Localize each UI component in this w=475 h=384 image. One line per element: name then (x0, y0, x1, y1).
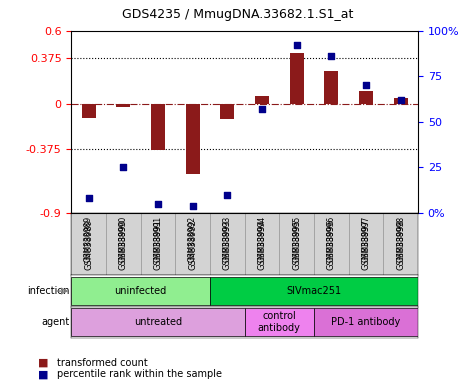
Text: percentile rank within the sample: percentile rank within the sample (57, 369, 222, 379)
FancyBboxPatch shape (71, 213, 106, 275)
Bar (255, 96, 269, 104)
Text: agent: agent (41, 317, 69, 327)
Point (189, 203, 197, 209)
Text: GSM838993: GSM838993 (223, 216, 232, 262)
Text: untreated: untreated (134, 317, 182, 327)
Point (362, 82, 370, 88)
Bar (359, 91, 373, 104)
FancyBboxPatch shape (71, 308, 245, 336)
FancyBboxPatch shape (210, 277, 418, 305)
Text: GSM838997: GSM838997 (361, 216, 371, 262)
Text: GSM838990: GSM838990 (119, 219, 128, 270)
Text: uninfected: uninfected (114, 286, 167, 296)
Bar (82, 104, 95, 118)
Bar (151, 104, 165, 150)
Text: GSM838991: GSM838991 (153, 216, 162, 262)
Point (258, 106, 266, 112)
Text: GSM838990: GSM838990 (119, 216, 128, 262)
Text: GSM838993: GSM838993 (223, 219, 232, 270)
FancyBboxPatch shape (245, 308, 314, 336)
FancyBboxPatch shape (314, 213, 349, 275)
FancyBboxPatch shape (175, 213, 210, 275)
Text: GSM838992: GSM838992 (188, 219, 197, 270)
FancyBboxPatch shape (106, 213, 141, 275)
Bar (324, 71, 338, 104)
Text: SIVmac251: SIVmac251 (286, 286, 342, 296)
FancyBboxPatch shape (383, 213, 418, 275)
Point (120, 164, 127, 170)
Text: GSM838995: GSM838995 (292, 219, 301, 270)
FancyBboxPatch shape (210, 213, 245, 275)
Bar (394, 98, 408, 104)
Text: GSM838996: GSM838996 (327, 216, 336, 262)
Point (85, 195, 92, 202)
Point (328, 53, 335, 59)
Text: infection: infection (27, 286, 69, 296)
Point (154, 201, 162, 207)
Text: GDS4235 / MmugDNA.33682.1.S1_at: GDS4235 / MmugDNA.33682.1.S1_at (122, 8, 353, 21)
Bar (220, 104, 234, 119)
Text: GSM838991: GSM838991 (153, 219, 162, 270)
FancyBboxPatch shape (314, 308, 418, 336)
Text: GSM838996: GSM838996 (327, 219, 336, 270)
Text: GSM838989: GSM838989 (84, 216, 93, 262)
Text: GSM838998: GSM838998 (396, 219, 405, 270)
Point (293, 42, 301, 48)
Text: ■: ■ (38, 369, 48, 379)
Text: GSM838997: GSM838997 (361, 219, 371, 270)
FancyBboxPatch shape (349, 213, 383, 275)
Bar (116, 104, 130, 107)
FancyBboxPatch shape (245, 213, 279, 275)
Text: ■: ■ (38, 358, 48, 368)
Text: GSM838994: GSM838994 (257, 219, 266, 270)
Text: GSM838989: GSM838989 (84, 219, 93, 270)
FancyBboxPatch shape (141, 213, 175, 275)
Bar (290, 53, 304, 104)
Point (224, 192, 231, 198)
FancyBboxPatch shape (71, 277, 210, 305)
Text: GSM838994: GSM838994 (257, 216, 266, 262)
Text: GSM838998: GSM838998 (396, 216, 405, 262)
Point (397, 97, 405, 103)
Text: transformed count: transformed count (57, 358, 148, 368)
FancyBboxPatch shape (279, 213, 314, 275)
Text: PD-1 antibody: PD-1 antibody (332, 317, 400, 327)
Text: control
antibody: control antibody (258, 311, 301, 333)
Bar (186, 104, 199, 174)
Text: GSM838995: GSM838995 (292, 216, 301, 262)
Text: GSM838992: GSM838992 (188, 216, 197, 262)
